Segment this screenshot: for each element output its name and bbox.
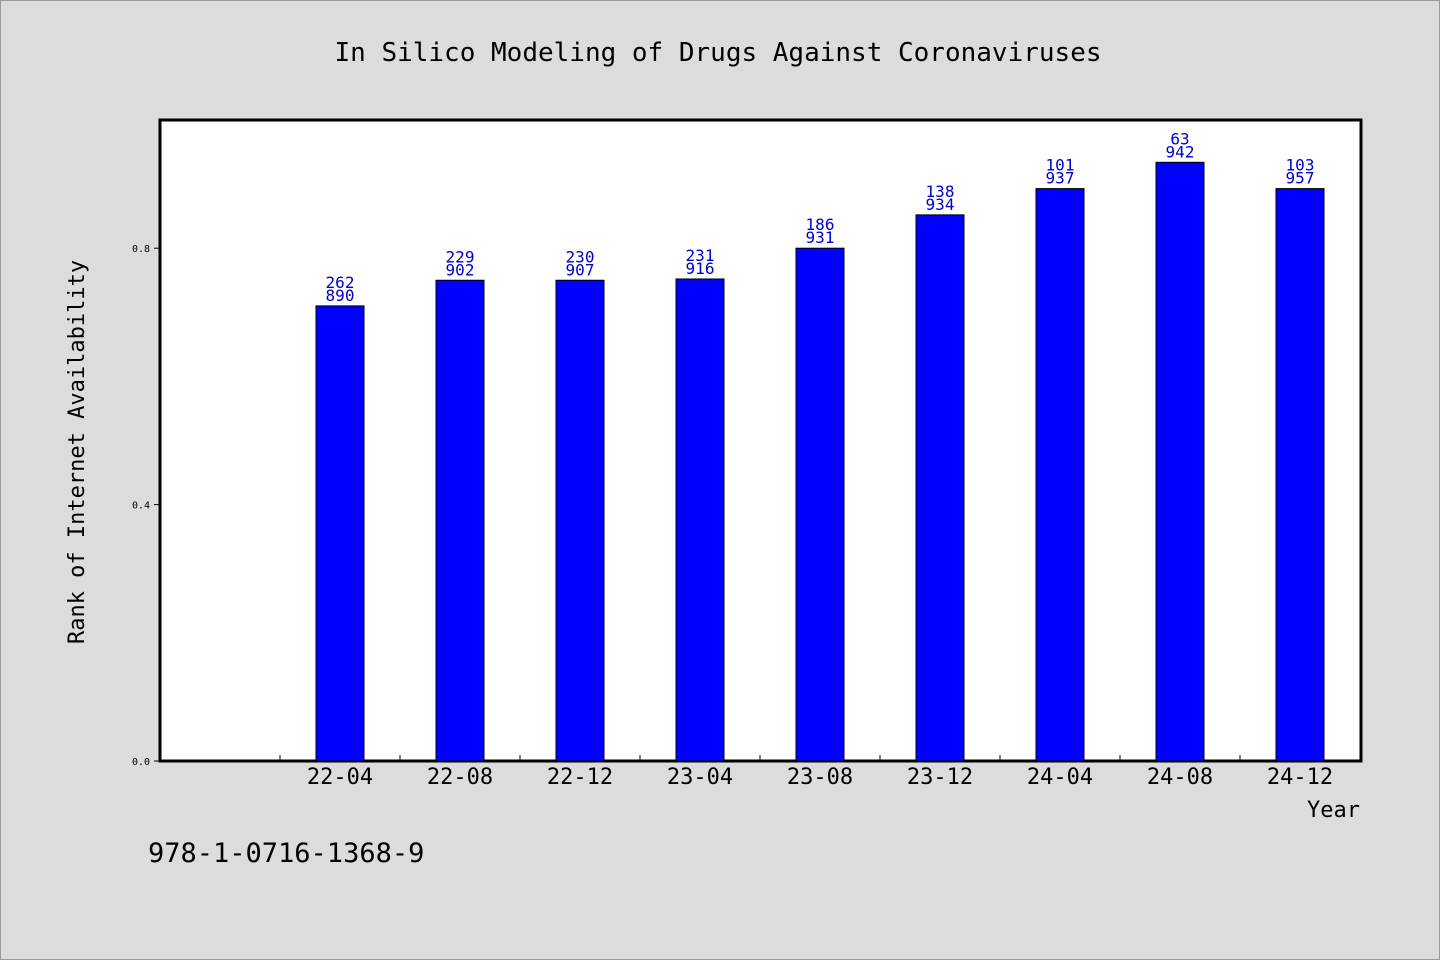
bar-label-bottom: 916 (686, 259, 715, 278)
bar-label-bottom: 937 (1046, 169, 1075, 188)
x-tick-label: 24-08 (1147, 765, 1213, 790)
y-axis-label: Rank of Internet Availability (65, 260, 90, 644)
x-tick-label: 22-12 (547, 765, 613, 790)
bar (1155, 161, 1205, 762)
x-axis-label: Year (1307, 798, 1360, 823)
x-tick-label: 23-12 (907, 765, 973, 790)
bar-label-bottom: 931 (806, 228, 835, 247)
bar (915, 214, 965, 762)
x-tick-label: 23-08 (787, 765, 853, 790)
bar-label-bottom: 902 (446, 260, 475, 279)
bar-label-bottom: 890 (326, 286, 355, 305)
bar-label-top: 63 (1170, 129, 1189, 148)
bar-label-top: 103 (1286, 156, 1315, 175)
bar-label-top: 230 (566, 247, 595, 266)
bar-label-bottom: 957 (1286, 169, 1315, 188)
bar (1275, 188, 1325, 762)
x-tick-label: 22-04 (307, 765, 373, 790)
y-tick-label: 0.8 (132, 244, 150, 255)
x-tick-label: 23-04 (667, 765, 733, 790)
bar-label-top: 262 (326, 273, 355, 292)
x-tick-label: 24-04 (1027, 765, 1093, 790)
bar-label-top: 186 (806, 215, 835, 234)
x-tick-label: 22-08 (427, 765, 493, 790)
y-tick-label: 0.0 (132, 757, 150, 768)
bar-label-top: 101 (1046, 156, 1075, 175)
bar (1035, 188, 1085, 762)
bar (435, 279, 485, 762)
bar-label-bottom: 907 (566, 260, 595, 279)
bar (795, 247, 845, 762)
bar (555, 279, 605, 762)
y-tick-label: 0.4 (132, 501, 150, 512)
isbn-footer: 978-1-0716-1368-9 (148, 838, 424, 869)
bar-label-top: 231 (686, 246, 715, 265)
bar-label-bottom: 934 (926, 195, 955, 214)
bar-label-top: 229 (446, 247, 475, 266)
bar (315, 305, 365, 762)
chart-title: In Silico Modeling of Drugs Against Coro… (334, 38, 1101, 68)
x-tick-label: 24-12 (1267, 765, 1333, 790)
bar-label-top: 138 (926, 182, 955, 201)
bar-label-bottom: 942 (1166, 142, 1195, 161)
bar (675, 278, 725, 762)
